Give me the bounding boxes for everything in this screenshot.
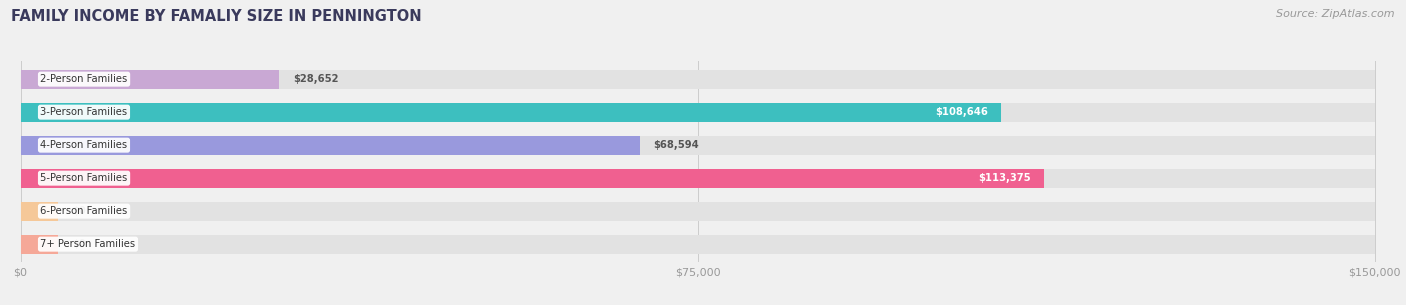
FancyBboxPatch shape [21,169,1375,188]
FancyBboxPatch shape [21,235,1375,254]
Text: $28,652: $28,652 [292,74,339,84]
Text: 3-Person Families: 3-Person Families [41,107,128,117]
FancyBboxPatch shape [21,70,1375,89]
FancyBboxPatch shape [21,102,1375,122]
Text: $68,594: $68,594 [654,140,699,150]
Text: $0: $0 [72,206,86,216]
FancyBboxPatch shape [21,102,1001,122]
Text: $113,375: $113,375 [979,173,1031,183]
Text: $0: $0 [72,239,86,249]
FancyBboxPatch shape [21,136,640,155]
FancyBboxPatch shape [21,202,1375,221]
Text: FAMILY INCOME BY FAMALIY SIZE IN PENNINGTON: FAMILY INCOME BY FAMALIY SIZE IN PENNING… [11,9,422,24]
Text: 6-Person Families: 6-Person Families [41,206,128,216]
FancyBboxPatch shape [21,235,59,254]
FancyBboxPatch shape [21,169,1045,188]
Text: 2-Person Families: 2-Person Families [41,74,128,84]
Text: 5-Person Families: 5-Person Families [41,173,128,183]
Text: $108,646: $108,646 [935,107,988,117]
Text: 4-Person Families: 4-Person Families [41,140,128,150]
Text: 7+ Person Families: 7+ Person Families [41,239,135,249]
Text: Source: ZipAtlas.com: Source: ZipAtlas.com [1277,9,1395,19]
FancyBboxPatch shape [21,70,280,89]
FancyBboxPatch shape [21,202,59,221]
FancyBboxPatch shape [21,136,1375,155]
